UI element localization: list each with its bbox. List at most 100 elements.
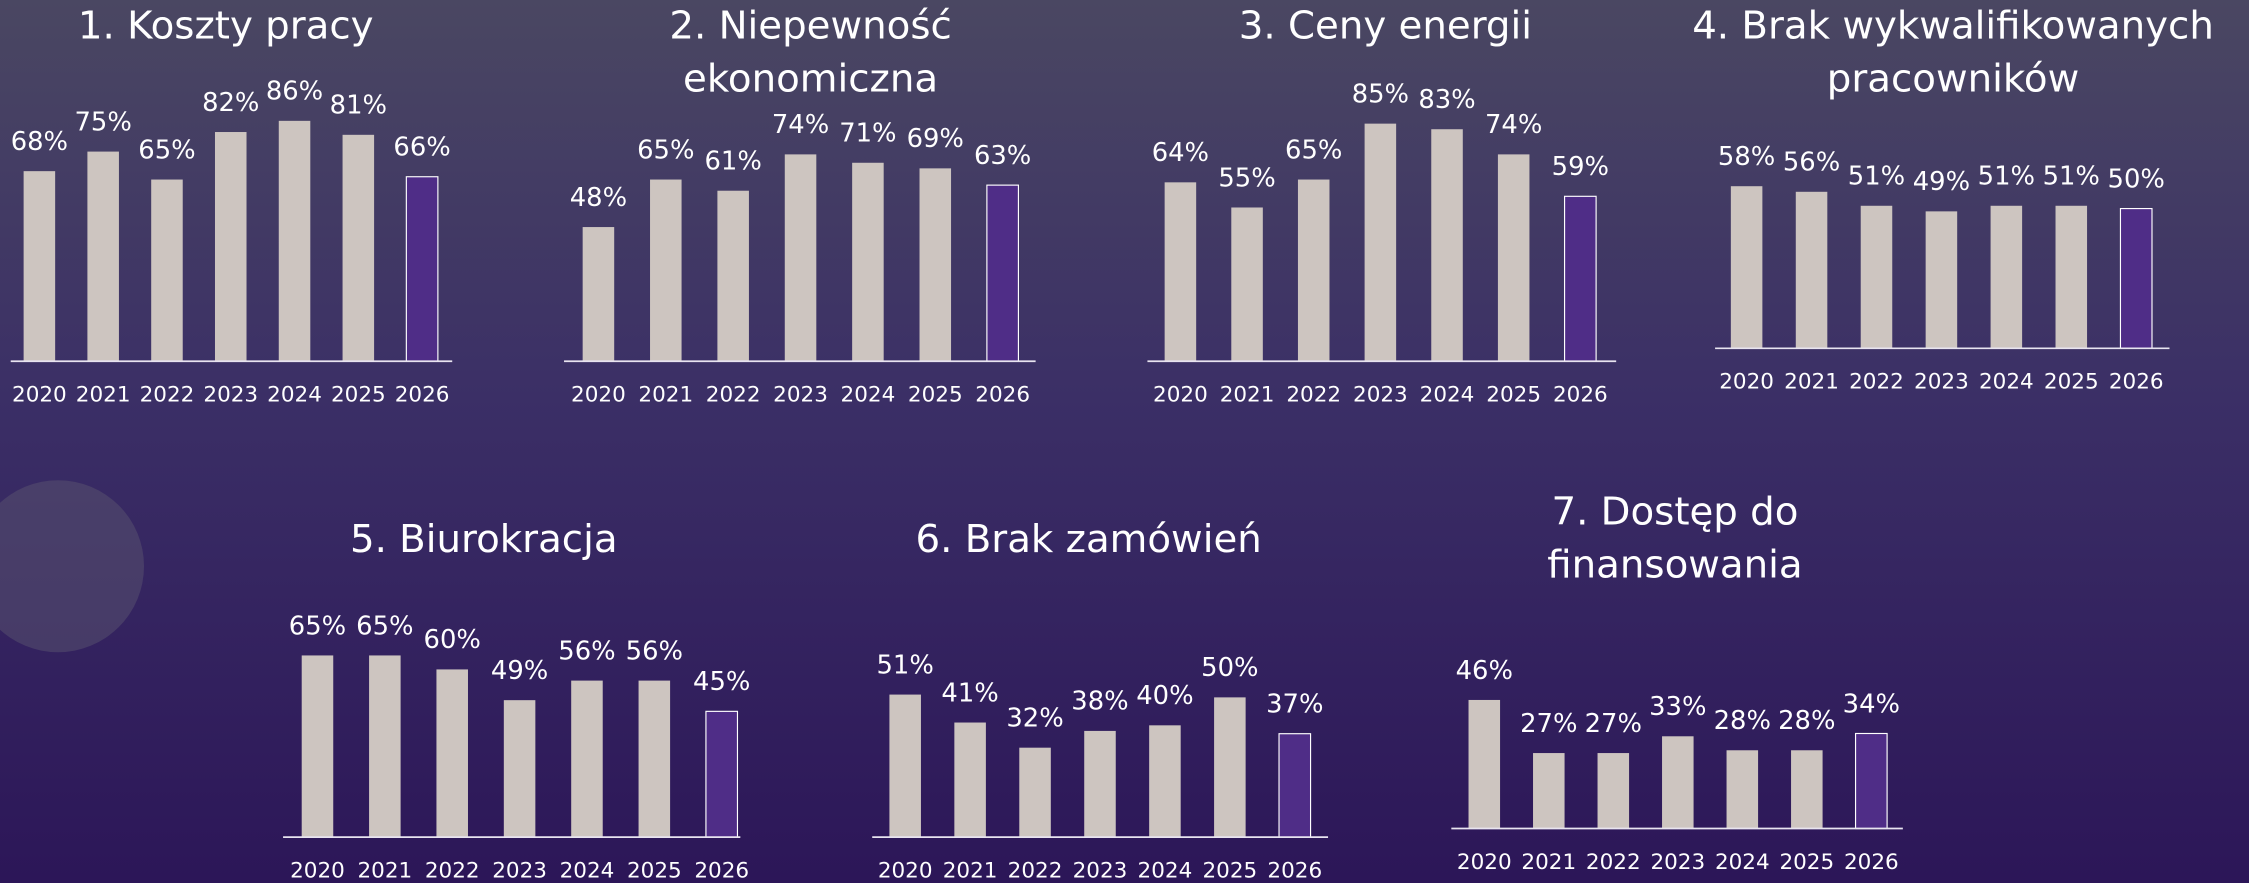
bar [1727,750,1759,828]
chart-title: 4. Brak wykwalifikowanych pracowników [1666,0,2239,106]
bar [87,152,119,362]
bar [1279,734,1311,837]
x-tick-label: 2020 [12,383,67,408]
value-label: 82% [202,88,259,118]
x-tick-label: 2021 [76,383,131,408]
chart-title-box: 2. Niepewność ekonomiczna [624,0,997,115]
value-label: 74% [772,110,829,140]
x-tick-label: 2021 [357,859,412,883]
bar [920,168,952,361]
value-label: 50% [2108,164,2165,194]
bar [1298,180,1330,362]
value-label: 40% [1136,681,1193,711]
x-tick-label: 2021 [1784,370,1839,395]
value-label: 74% [1485,110,1542,140]
bar [24,171,56,361]
x-tick-label: 2025 [1779,850,1834,875]
bar [1533,753,1565,828]
chart-title: 3. Ceny energii [1199,0,1572,53]
value-label: 51% [2043,162,2100,192]
charts: 1. Koszty pracy68%202075%202165%202282%2… [0,0,2249,883]
chart-title-box: 6. Brak zamówień [902,513,1275,628]
value-label: 45% [693,667,750,697]
bar [1498,154,1530,361]
x-tick-label: 2021 [943,859,998,883]
bar [1796,192,1828,349]
value-label: 49% [491,656,548,686]
bar [1214,697,1246,837]
value-label: 69% [907,124,964,154]
x-tick-label: 2025 [1486,383,1541,408]
value-label: 28% [1778,706,1835,736]
bar [1856,733,1888,828]
x-tick-label: 2026 [1267,859,1322,883]
x-tick-label: 2024 [841,383,896,408]
value-label: 65% [356,611,413,641]
bar [583,227,615,361]
bar [1431,129,1463,361]
bar [1565,196,1597,361]
value-label: 56% [1783,148,1840,178]
x-tick-label: 2021 [638,383,693,408]
x-tick-label: 2021 [1521,850,1576,875]
x-tick-label: 2026 [1553,383,1608,408]
x-tick-label: 2020 [1153,383,1208,408]
bar [650,180,682,362]
value-label: 58% [1718,142,1775,172]
bar [706,711,738,837]
bar [1991,206,2023,349]
bar [1365,124,1397,362]
value-label: 66% [393,133,450,163]
x-tick-label: 2023 [492,859,547,883]
bar [1791,750,1823,828]
bar [2056,206,2088,349]
bar [279,121,311,361]
x-tick-label: 2020 [290,859,345,883]
value-label: 71% [839,119,896,149]
x-tick-label: 2020 [878,859,933,883]
bar [954,723,986,838]
x-tick-label: 2022 [1286,383,1341,408]
bar [1731,186,1763,348]
x-tick-label: 2025 [627,859,682,883]
x-tick-label: 2024 [1979,370,2034,395]
value-label: 49% [1913,167,1970,197]
x-tick-label: 2022 [425,859,480,883]
x-tick-label: 2022 [140,383,195,408]
x-tick-label: 2026 [975,383,1030,408]
value-label: 51% [877,650,934,680]
x-tick-label: 2022 [1586,850,1641,875]
value-label: 32% [1006,704,1063,734]
bar [369,655,401,837]
value-label: 50% [1201,653,1258,683]
x-tick-label: 2024 [560,859,615,883]
value-label: 46% [1456,656,1513,686]
chart-title: 7. Dostęp do finansowania [1489,486,1862,592]
value-label: 51% [1848,162,1905,192]
bar [302,655,334,837]
value-label: 51% [1978,162,2035,192]
value-label: 65% [289,611,346,641]
value-label: 83% [1418,85,1475,115]
chart-title-box: 4. Brak wykwalifikowanych pracowników [1666,0,2239,115]
bar [1861,206,1893,349]
value-label: 34% [1843,689,1900,719]
value-label: 59% [1552,152,1609,182]
bar [1149,725,1181,837]
value-label: 61% [704,147,761,177]
bar [436,669,468,837]
x-tick-label: 2025 [908,383,963,408]
bar [571,681,603,838]
value-label: 56% [558,636,615,666]
bar [215,132,247,361]
x-tick-label: 2024 [1138,859,1193,883]
value-label: 55% [1218,163,1275,193]
x-tick-label: 2022 [1849,370,1904,395]
x-tick-label: 2021 [1220,383,1275,408]
value-label: 33% [1649,692,1706,722]
bar [852,163,884,361]
value-label: 68% [11,127,68,157]
bar [785,154,817,361]
page: 1. Koszty pracy68%202075%202165%202282%2… [0,0,2249,883]
x-tick-label: 2026 [395,383,450,408]
